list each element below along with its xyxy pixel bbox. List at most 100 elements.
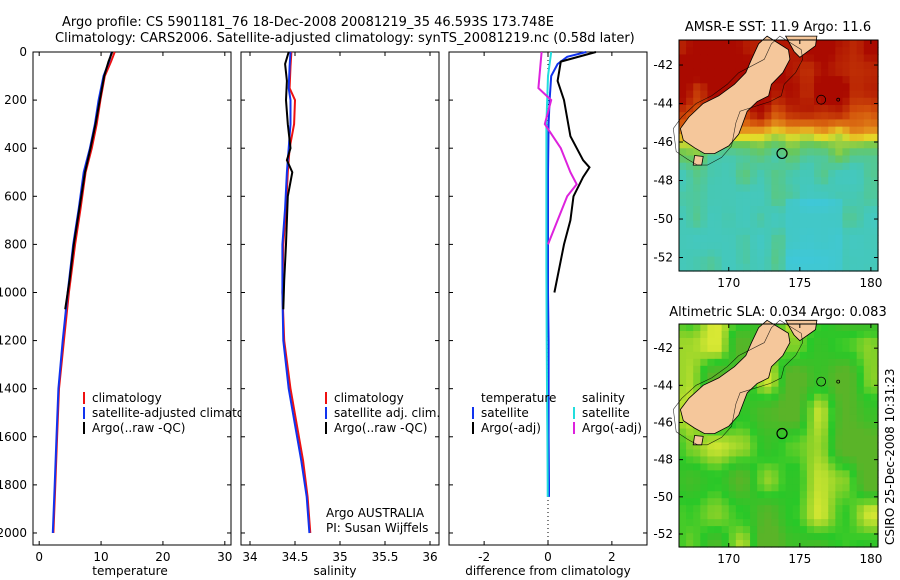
field-cell	[757, 184, 765, 193]
field-cell	[863, 40, 872, 48]
field-cell	[721, 484, 730, 492]
field-cell	[707, 220, 716, 229]
field-cell	[700, 365, 709, 374]
field-cell	[835, 227, 844, 236]
field-cell	[757, 112, 765, 121]
field-cell	[863, 54, 872, 63]
field-cell	[735, 519, 744, 527]
field-cell	[757, 263, 765, 272]
field-cell	[835, 263, 844, 272]
field-cell	[679, 456, 687, 464]
field-cell	[693, 484, 701, 492]
field-cell	[821, 54, 829, 63]
field-cell	[750, 330, 758, 339]
field-cell	[828, 169, 836, 178]
field-cell	[771, 456, 780, 464]
bathymetry-contour	[672, 319, 804, 446]
field-cell	[785, 61, 794, 70]
field-cell	[693, 263, 701, 272]
field-cell	[835, 330, 844, 339]
field-cell	[735, 540, 744, 548]
field-cell	[771, 463, 780, 471]
field-cell	[863, 198, 872, 207]
field-cell	[728, 40, 737, 48]
field-cell	[870, 155, 879, 164]
field-cell	[870, 169, 879, 178]
field-cell	[735, 344, 744, 353]
field-cell	[778, 414, 787, 423]
field-cell	[764, 393, 772, 402]
field-cell	[757, 162, 765, 171]
field-cell	[728, 505, 737, 513]
legend-label-sal-satellite: satellite	[582, 406, 630, 420]
field-cell	[849, 414, 858, 423]
field-cell	[863, 126, 872, 135]
field-cell	[707, 435, 716, 444]
field-cell	[735, 442, 744, 451]
field-cell	[814, 421, 822, 430]
sst-lat-ticks: -42-44-46-48-50-52	[653, 58, 878, 265]
field-cell	[856, 97, 865, 106]
field-cell	[828, 477, 836, 485]
field-cell	[693, 249, 701, 258]
field-cell	[870, 414, 879, 423]
field-cell	[828, 351, 836, 360]
field-cell	[728, 54, 737, 63]
field-cell	[693, 519, 701, 527]
field-cell	[842, 83, 851, 92]
field-cell	[792, 344, 801, 353]
field-cell	[806, 414, 815, 423]
field-cell	[771, 421, 780, 430]
field-cell	[728, 449, 737, 458]
field-cell	[814, 177, 822, 185]
field-cell	[721, 456, 730, 464]
field-cell	[679, 90, 687, 99]
field-cell	[764, 400, 772, 409]
field-cell	[764, 484, 772, 492]
field-cell	[828, 414, 836, 423]
field-cell	[821, 242, 829, 250]
field-cell	[835, 213, 844, 222]
field-cell	[849, 206, 858, 214]
field-cell	[757, 393, 765, 402]
field-cell	[799, 519, 808, 527]
field-cell	[835, 119, 844, 128]
field-cell	[842, 40, 851, 48]
field-cell	[814, 119, 822, 128]
field-cell	[792, 463, 801, 471]
field-cell	[856, 184, 865, 193]
field-cell	[735, 533, 744, 541]
field-cell	[757, 177, 765, 185]
sst-map: AMSR-E SST: 11.9 Argo: 11.6 170 175 180 -4…	[653, 20, 882, 290]
field-cell	[792, 337, 801, 346]
field-cell	[742, 456, 751, 464]
lat-tick-label: -50	[653, 212, 673, 226]
sla-land	[672, 319, 841, 446]
field-cell	[785, 463, 794, 471]
field-cell	[856, 498, 865, 506]
field-cell	[721, 491, 730, 499]
field-cell	[764, 498, 772, 506]
field-cell	[764, 505, 772, 513]
field-cell	[842, 358, 851, 367]
field-cell	[742, 206, 751, 214]
difference-x-label: difference from climatology	[465, 564, 631, 578]
field-cell	[785, 242, 794, 250]
field-cell	[856, 61, 865, 70]
field-cell	[842, 526, 851, 534]
field-cell	[700, 162, 709, 171]
field-cell	[700, 220, 709, 229]
field-cell	[856, 68, 865, 77]
field-cell	[828, 533, 836, 541]
field-cell	[721, 498, 730, 506]
field-cell	[863, 220, 872, 229]
field-cell	[742, 463, 751, 471]
field-cell	[799, 133, 808, 142]
field-cell	[700, 263, 709, 272]
field-cell	[700, 505, 709, 513]
field-cell	[679, 83, 687, 92]
field-cell	[785, 97, 794, 106]
field-cell	[856, 104, 865, 113]
field-cell	[757, 104, 765, 113]
field-cell	[679, 512, 687, 520]
